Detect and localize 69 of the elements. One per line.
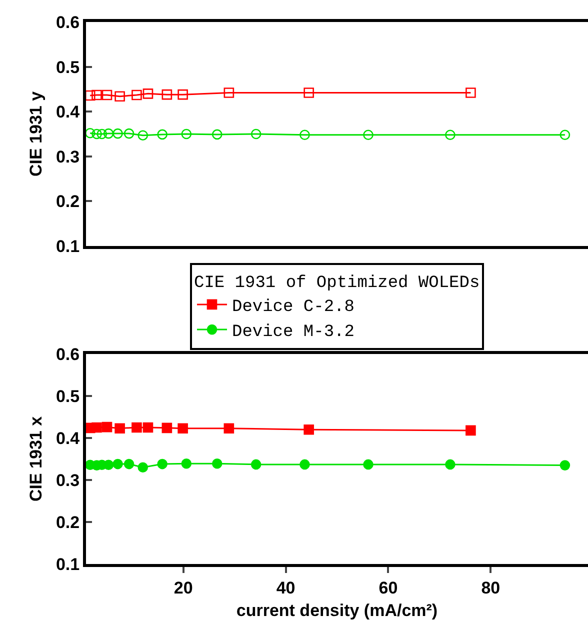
point: [224, 88, 234, 98]
point: [142, 422, 154, 433]
point: [96, 128, 108, 140]
point: [363, 130, 374, 140]
point: [157, 129, 168, 140]
point: [178, 423, 188, 434]
y-tick-label: 0.5: [56, 386, 80, 406]
point: [132, 422, 142, 433]
point: [466, 425, 476, 436]
x-tick-label: 40: [276, 578, 296, 598]
y-tick-label: 0.6: [56, 344, 80, 364]
point: [162, 422, 172, 434]
point: [124, 458, 134, 470]
y-tick-label: 0.2: [56, 192, 80, 212]
y-tick-label: 0.4: [56, 102, 80, 122]
point: [142, 88, 154, 99]
point: [181, 128, 192, 140]
point: [178, 89, 188, 100]
y-tick-label: 0.3: [56, 470, 80, 490]
point: [181, 458, 192, 469]
point: [162, 89, 172, 100]
y-tick-label: 0.1: [56, 554, 80, 574]
point: [300, 130, 310, 140]
point: [114, 91, 125, 102]
point: [300, 459, 310, 470]
point: [132, 90, 142, 100]
y-tick-label: 0.3: [56, 147, 80, 166]
point: [466, 88, 476, 98]
y-tick-label: 0.6: [56, 12, 80, 32]
point: [138, 130, 148, 140]
point: [112, 128, 123, 139]
point: [114, 423, 125, 434]
point: [212, 458, 222, 469]
y-axis-title: CIE 1931 x: [26, 416, 46, 502]
point: [103, 128, 114, 139]
point: [138, 462, 148, 473]
y-axis-title: CIE 1931 y: [26, 90, 46, 177]
point: [224, 423, 234, 434]
point: [92, 422, 102, 433]
point: [102, 422, 112, 432]
point: [363, 459, 374, 470]
point: [212, 129, 222, 140]
legend-label: Device C-2.8: [232, 298, 354, 318]
point: [92, 90, 102, 100]
x-axis-title: current density (mA/cm²): [236, 600, 438, 620]
point: [304, 424, 314, 435]
point: [157, 458, 168, 470]
point: [102, 90, 112, 100]
legend-title: CIE 1931 of Optimized WOLEDs: [194, 274, 480, 293]
x-tick-label: 20: [174, 578, 193, 598]
y-tick-label: 0.5: [56, 58, 80, 77]
point: [86, 128, 96, 138]
y-tick-label: 0.2: [56, 512, 80, 532]
point: [560, 130, 570, 140]
y-tick-label: 0.1: [56, 236, 80, 256]
point: [304, 88, 314, 98]
point: [445, 130, 456, 140]
point: [250, 459, 262, 470]
y-tick-label: 0.4: [56, 428, 80, 448]
x-tick-label: 60: [378, 578, 398, 598]
point: [92, 128, 102, 140]
point: [560, 460, 570, 470]
point: [112, 458, 123, 470]
point: [124, 128, 134, 139]
x-tick-label: 80: [481, 578, 500, 598]
point: [250, 128, 262, 140]
point: [445, 459, 456, 470]
legend-label: Device M-3.2: [232, 323, 354, 342]
point: [86, 90, 96, 101]
